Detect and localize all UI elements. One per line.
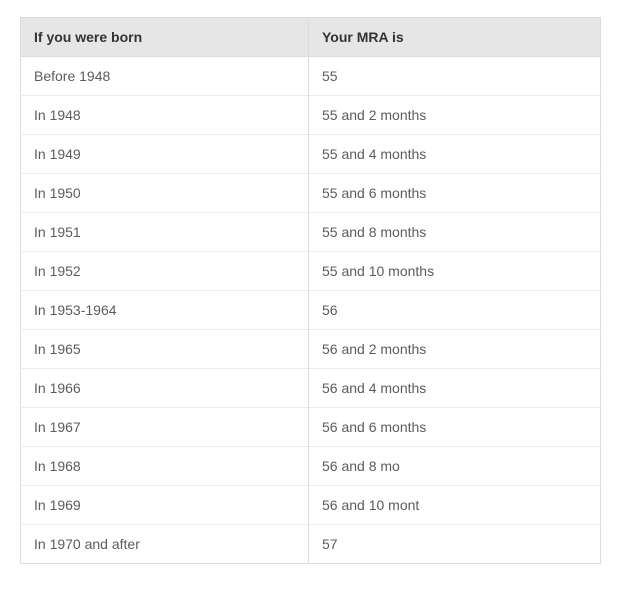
mra-cell: 55 and 10 months [308, 251, 601, 291]
mra-cell: 56 [308, 290, 601, 330]
born-cell: In 1949 [20, 134, 309, 174]
table-row: In 1950 55 and 6 months [20, 173, 601, 213]
born-cell: In 1952 [20, 251, 309, 291]
table-row: In 1951 55 and 8 months [20, 212, 601, 252]
mra-cell: 55 and 8 months [308, 212, 601, 252]
mra-cell: 55 [308, 56, 601, 96]
mra-cell: 55 and 4 months [308, 134, 601, 174]
table-row: In 1969 56 and 10 mont [20, 485, 601, 525]
table-row: In 1949 55 and 4 months [20, 134, 601, 174]
mra-cell: 55 and 6 months [308, 173, 601, 213]
table-row: In 1948 55 and 2 months [20, 95, 601, 135]
born-cell: In 1950 [20, 173, 309, 213]
table-header-row: If you were born Your MRA is [20, 17, 601, 57]
table-row: In 1966 56 and 4 months [20, 368, 601, 408]
born-cell: In 1965 [20, 329, 309, 369]
born-cell: In 1948 [20, 95, 309, 135]
table-row: In 1967 56 and 6 months [20, 407, 601, 447]
mra-table: If you were born Your MRA is Before 1948… [20, 17, 601, 564]
mra-cell: 56 and 4 months [308, 368, 601, 408]
mra-cell: 56 and 2 months [308, 329, 601, 369]
born-cell: Before 1948 [34, 68, 111, 84]
born-cell: In 1968 [20, 446, 309, 486]
mra-cell: 56 and 8 mo [308, 446, 601, 486]
table-row: In 1968 56 and 8 mo [20, 446, 601, 486]
born-cell: In 1966 [20, 368, 309, 408]
table-row: In 1965 56 and 2 months [20, 329, 601, 369]
mra-cell: 57 [308, 524, 601, 564]
table-row: In 1970 and after 57 [20, 524, 601, 564]
born-cell: In 1953-1964 [20, 290, 309, 330]
table-row: In 1953-1964 56 [20, 290, 601, 330]
table-row: In 1952 55 and 10 months [20, 251, 601, 291]
mra-cell: 56 and 10 mont [308, 485, 601, 525]
column-header-born: If you were born [20, 17, 309, 57]
mra-cell: 55 and 2 months [308, 95, 601, 135]
born-cell: In 1970 and after [20, 524, 309, 564]
mra-cell: 56 and 6 months [308, 407, 601, 447]
table-row: Before 1948 55 [21, 56, 601, 96]
column-header-mra: Your MRA is [308, 17, 601, 57]
born-cell: In 1967 [20, 407, 309, 447]
born-cell: In 1951 [20, 212, 309, 252]
born-cell: In 1969 [20, 485, 309, 525]
